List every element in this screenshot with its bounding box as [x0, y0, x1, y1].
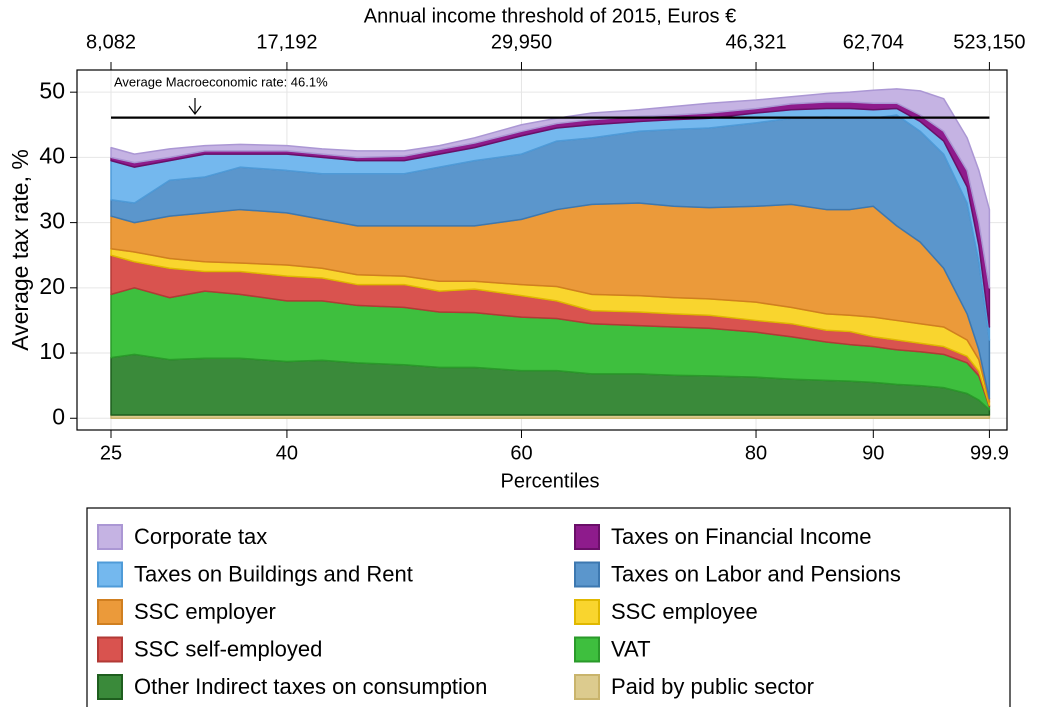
legend-swatch — [97, 636, 123, 663]
x-tick-label: 99.9 — [970, 442, 1009, 464]
x2-tick-label: 29,950 — [491, 31, 552, 53]
legend-swatch — [97, 599, 123, 625]
y-tick-label: 10 — [39, 338, 65, 364]
y-axis-title: Average tax rate, % — [7, 149, 33, 351]
legend-label: Paid by public sector — [611, 674, 814, 699]
legend-swatch — [574, 561, 600, 588]
legend-swatch — [97, 561, 123, 588]
x-tick-label: 90 — [862, 442, 884, 464]
x2-axis-title: Annual income threshold of 2015, Euros € — [364, 5, 736, 27]
legend-swatch — [574, 636, 600, 663]
reference-label: Average Macroeconomic rate: 46.1% — [114, 74, 328, 89]
legend-swatch — [574, 524, 600, 550]
legend-label: SSC self-employed — [134, 636, 322, 661]
legend-label: SSC employer — [134, 599, 276, 624]
legend-swatch — [574, 599, 600, 625]
y-tick-label: 50 — [39, 77, 65, 103]
x2-tick-label: 62,704 — [843, 31, 904, 53]
annotation-arrowhead — [188, 105, 202, 115]
x-axis-title: Percentiles — [501, 470, 600, 492]
legend-label: Taxes on Buildings and Rent — [134, 561, 413, 586]
x2-tick-label: 8,082 — [86, 31, 136, 53]
x2-tick-label: 523,150 — [953, 31, 1025, 53]
plot-area — [77, 70, 1007, 430]
legend-label: Other Indirect taxes on consumption — [134, 674, 487, 699]
x-tick-label: 40 — [276, 442, 298, 464]
area — [110, 88, 991, 289]
y-tick-label: 30 — [39, 208, 65, 234]
legend-swatch — [97, 524, 123, 550]
x-tick-label: 25 — [100, 442, 122, 464]
x2-tick-label: 46,321 — [725, 31, 786, 53]
legend-box — [86, 507, 1011, 707]
x-tick-label: 80 — [745, 442, 767, 464]
y-tick-label: 40 — [39, 142, 65, 168]
legend-swatch — [574, 674, 600, 700]
y-tick-label: 20 — [39, 273, 65, 299]
legend-label: SSC employee — [611, 599, 758, 624]
legend-label: Taxes on Financial Income — [611, 524, 871, 549]
plot-frame — [76, 69, 1008, 431]
legend-label: VAT — [611, 636, 651, 661]
legend-label: Corporate tax — [134, 524, 267, 549]
legend-label: Taxes on Labor and Pensions — [611, 561, 901, 586]
x-tick-label: 60 — [510, 442, 532, 464]
x2-tick-label: 17,192 — [256, 31, 317, 53]
legend-swatch — [97, 674, 123, 700]
y-tick-label: 0 — [52, 403, 65, 429]
